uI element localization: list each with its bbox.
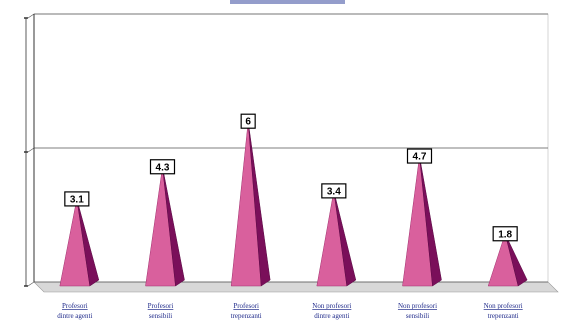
data-label-box — [321, 183, 347, 199]
data-label-box — [149, 159, 176, 175]
x-tick-label-line1: Non profesori — [312, 302, 351, 310]
data-label-box — [406, 148, 433, 164]
x-tick-label-line1: Non profesori — [484, 302, 523, 310]
x-tick-label-line1: Profesori — [148, 302, 174, 310]
bar-pyramid-side — [247, 121, 271, 287]
x-tick-label-line2: sensibili — [149, 312, 172, 320]
category-labels: Profesori dintre agenti Profesori sensibili… — [57, 302, 523, 320]
x-tick-label-line2: sensibili — [406, 312, 429, 320]
data-label: 3.4 — [327, 186, 341, 197]
bar-pyramid-side — [76, 198, 100, 287]
data-label: 4.7 — [413, 152, 427, 163]
bar-pyramid-side — [419, 155, 442, 287]
bar-pyramid-side — [162, 166, 185, 287]
data-label: 3.1 — [70, 194, 84, 205]
chart-floor-plane — [33, 281, 559, 293]
gridline-depth — [27, 147, 35, 153]
x-tick-label-line2: trepenzanti — [488, 312, 519, 320]
data-label: 6 — [245, 117, 251, 128]
gridline-depth — [27, 281, 35, 287]
x-tick-label-line2: dintre agenti — [57, 312, 92, 320]
data-label-box — [240, 113, 256, 129]
data-label: 4.3 — [156, 162, 170, 173]
x-tick-label-line1: Non profesori — [398, 302, 437, 310]
gridline-depth — [27, 13, 35, 19]
x-tick-label-line2: dintre agenti — [314, 312, 349, 320]
data-label: 1.8 — [498, 229, 512, 240]
x-tick-label-line1: Profesori — [233, 302, 259, 310]
data-label-box — [64, 191, 90, 207]
bar-pyramid-side — [333, 190, 357, 287]
chart-title-underline — [230, 0, 345, 4]
chart-floor — [33, 281, 559, 293]
data-label-box — [492, 226, 518, 242]
x-tick-label-line2: trepenzanti — [231, 312, 262, 320]
y-axis — [24, 14, 35, 287]
x-tick-label-line1: Profesori — [62, 302, 88, 310]
bars: 3.1 4.3 6 3.4 4.7 1.8 — [59, 113, 528, 287]
bar-pyramid-side — [504, 233, 528, 287]
